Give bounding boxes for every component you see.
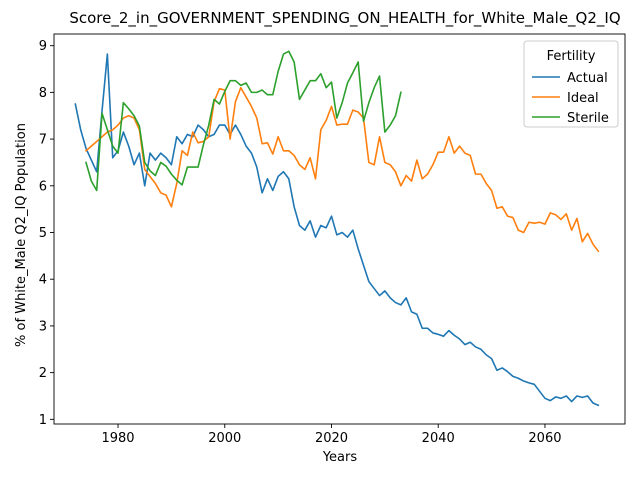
x-tick-label: 2040 xyxy=(422,431,455,446)
y-tick-label: 9 xyxy=(39,39,47,54)
y-tick-label: 4 xyxy=(39,273,47,288)
x-tick-label: 2020 xyxy=(315,431,348,446)
x-tick-label: 2000 xyxy=(208,431,241,446)
legend-box xyxy=(523,40,619,128)
x-tick-label: 1980 xyxy=(101,431,134,446)
legend-label-sterile: Sterile xyxy=(567,111,609,126)
series-line-actual xyxy=(74,53,600,407)
y-tick-label: 8 xyxy=(39,86,47,101)
series-line-sterile xyxy=(85,50,402,192)
legend-label-ideal: Ideal xyxy=(567,91,599,106)
x-axis-label: Years xyxy=(322,450,358,465)
y-axis-label: % of White_Male Q2_IQ Population xyxy=(14,123,29,347)
y-tick-label: 3 xyxy=(39,319,47,334)
y-tick-label: 2 xyxy=(39,366,47,381)
y-tick-label: 5 xyxy=(39,226,47,241)
legend-label-actual: Actual xyxy=(567,71,608,86)
chart-title: Score_2_in_GOVERNMENT_SPENDING_ON_HEALTH… xyxy=(69,9,620,28)
legend-title: Fertility xyxy=(547,49,596,64)
axes: 1980 2000 2020 2040 2060 1 2 3 4 5 6 7 8 9 xyxy=(39,33,626,446)
plot-area xyxy=(74,50,600,407)
y-tick-label: 1 xyxy=(39,413,47,428)
x-tick-label: 2060 xyxy=(528,431,561,446)
legend: Fertility Actual Ideal Sterile xyxy=(523,40,619,128)
axes-frame xyxy=(53,33,626,425)
series-line-ideal xyxy=(84,86,600,253)
y-tick-label: 7 xyxy=(39,133,47,148)
y-tick-label: 6 xyxy=(39,179,47,194)
